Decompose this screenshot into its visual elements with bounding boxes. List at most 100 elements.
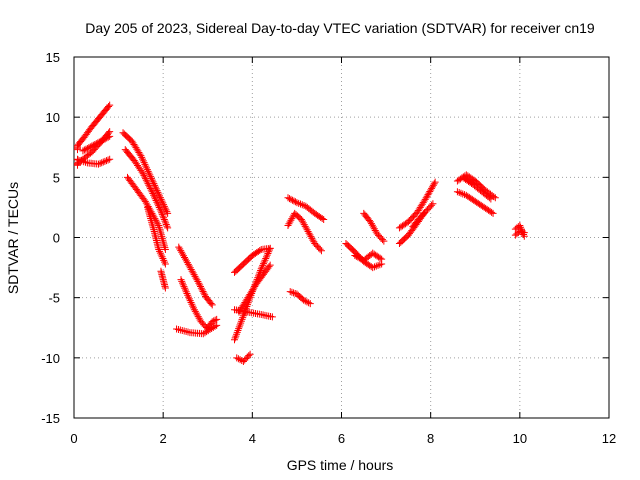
data-point bbox=[138, 153, 146, 161]
data-point bbox=[194, 278, 202, 286]
data-point bbox=[92, 140, 100, 148]
y-tick-label: -10 bbox=[41, 351, 60, 366]
data-point bbox=[145, 181, 153, 189]
data-point bbox=[158, 197, 166, 205]
data-point bbox=[305, 299, 313, 307]
data-point bbox=[268, 313, 276, 321]
data-point bbox=[89, 141, 97, 149]
data-marks bbox=[74, 101, 528, 365]
series-arc-5 bbox=[119, 129, 172, 217]
data-point bbox=[378, 255, 386, 263]
data-point bbox=[147, 174, 155, 182]
data-point bbox=[290, 289, 298, 297]
data-point bbox=[153, 187, 161, 195]
data-point bbox=[159, 212, 167, 220]
series-arc-29 bbox=[453, 188, 497, 217]
data-point bbox=[211, 322, 219, 330]
data-point bbox=[144, 167, 152, 175]
data-point bbox=[157, 251, 165, 259]
data-point bbox=[288, 196, 296, 204]
data-point bbox=[303, 298, 311, 306]
data-point bbox=[422, 194, 430, 202]
data-point bbox=[102, 157, 110, 165]
data-point bbox=[156, 192, 164, 200]
series-arc-1 bbox=[74, 101, 114, 154]
data-point bbox=[94, 139, 102, 147]
data-point bbox=[355, 254, 363, 262]
data-point bbox=[98, 159, 106, 167]
data-point bbox=[160, 256, 168, 264]
data-point bbox=[164, 224, 172, 232]
x-tick-label: 8 bbox=[427, 431, 434, 446]
data-point bbox=[208, 301, 216, 309]
data-point bbox=[182, 288, 190, 296]
data-point bbox=[260, 258, 268, 266]
data-point bbox=[351, 252, 359, 260]
series-arc-3 bbox=[74, 155, 114, 168]
series-arc-27 bbox=[409, 200, 437, 231]
x-tick-label: 6 bbox=[338, 431, 345, 446]
data-point bbox=[160, 215, 168, 223]
data-point bbox=[189, 302, 197, 310]
data-point bbox=[233, 354, 241, 362]
data-point bbox=[188, 300, 196, 308]
data-point bbox=[316, 245, 324, 253]
data-point bbox=[517, 223, 525, 231]
data-point bbox=[187, 298, 195, 306]
data-point bbox=[178, 279, 186, 287]
data-point bbox=[261, 256, 269, 264]
data-point bbox=[85, 144, 93, 152]
data-point bbox=[428, 201, 436, 209]
data-point bbox=[293, 199, 301, 207]
y-tick-label: 15 bbox=[46, 50, 60, 65]
data-point bbox=[295, 199, 303, 207]
data-point bbox=[143, 164, 151, 172]
data-point bbox=[82, 145, 90, 153]
data-point bbox=[151, 183, 159, 191]
data-point bbox=[150, 180, 158, 188]
data-point bbox=[163, 222, 171, 230]
data-point bbox=[266, 261, 274, 269]
data-point bbox=[286, 288, 294, 296]
series-arc-21 bbox=[286, 288, 314, 308]
data-point bbox=[161, 217, 169, 225]
data-point bbox=[106, 101, 114, 109]
data-point bbox=[265, 263, 273, 271]
data-point bbox=[290, 197, 298, 205]
data-point bbox=[208, 318, 216, 326]
data-point bbox=[369, 264, 377, 272]
data-point bbox=[158, 253, 166, 261]
data-point bbox=[376, 261, 384, 269]
data-point bbox=[455, 188, 463, 196]
data-point bbox=[429, 181, 437, 189]
data-point bbox=[148, 188, 156, 196]
data-point bbox=[140, 171, 148, 179]
data-point bbox=[144, 180, 152, 188]
y-tick-label: -15 bbox=[41, 411, 60, 426]
data-point bbox=[99, 158, 107, 166]
data-point bbox=[104, 156, 112, 164]
data-point bbox=[145, 169, 153, 177]
data-point bbox=[428, 183, 436, 191]
data-point bbox=[284, 194, 292, 202]
x-tick-label: 0 bbox=[70, 431, 77, 446]
data-point bbox=[146, 183, 154, 191]
data-point bbox=[147, 186, 155, 194]
data-point bbox=[370, 263, 378, 271]
data-point bbox=[151, 195, 159, 203]
data-point bbox=[487, 195, 495, 203]
data-point bbox=[181, 286, 189, 294]
data-point bbox=[257, 267, 265, 275]
data-point bbox=[138, 155, 146, 163]
data-point bbox=[156, 247, 164, 255]
data-point bbox=[285, 195, 293, 203]
data-point bbox=[186, 297, 194, 305]
data-point bbox=[246, 350, 254, 358]
data-point bbox=[298, 201, 306, 209]
data-point bbox=[156, 194, 164, 202]
data-point bbox=[213, 315, 221, 323]
data-point bbox=[320, 215, 328, 223]
data-point bbox=[263, 251, 271, 259]
data-point bbox=[257, 265, 265, 273]
x-tick-label: 4 bbox=[249, 431, 256, 446]
